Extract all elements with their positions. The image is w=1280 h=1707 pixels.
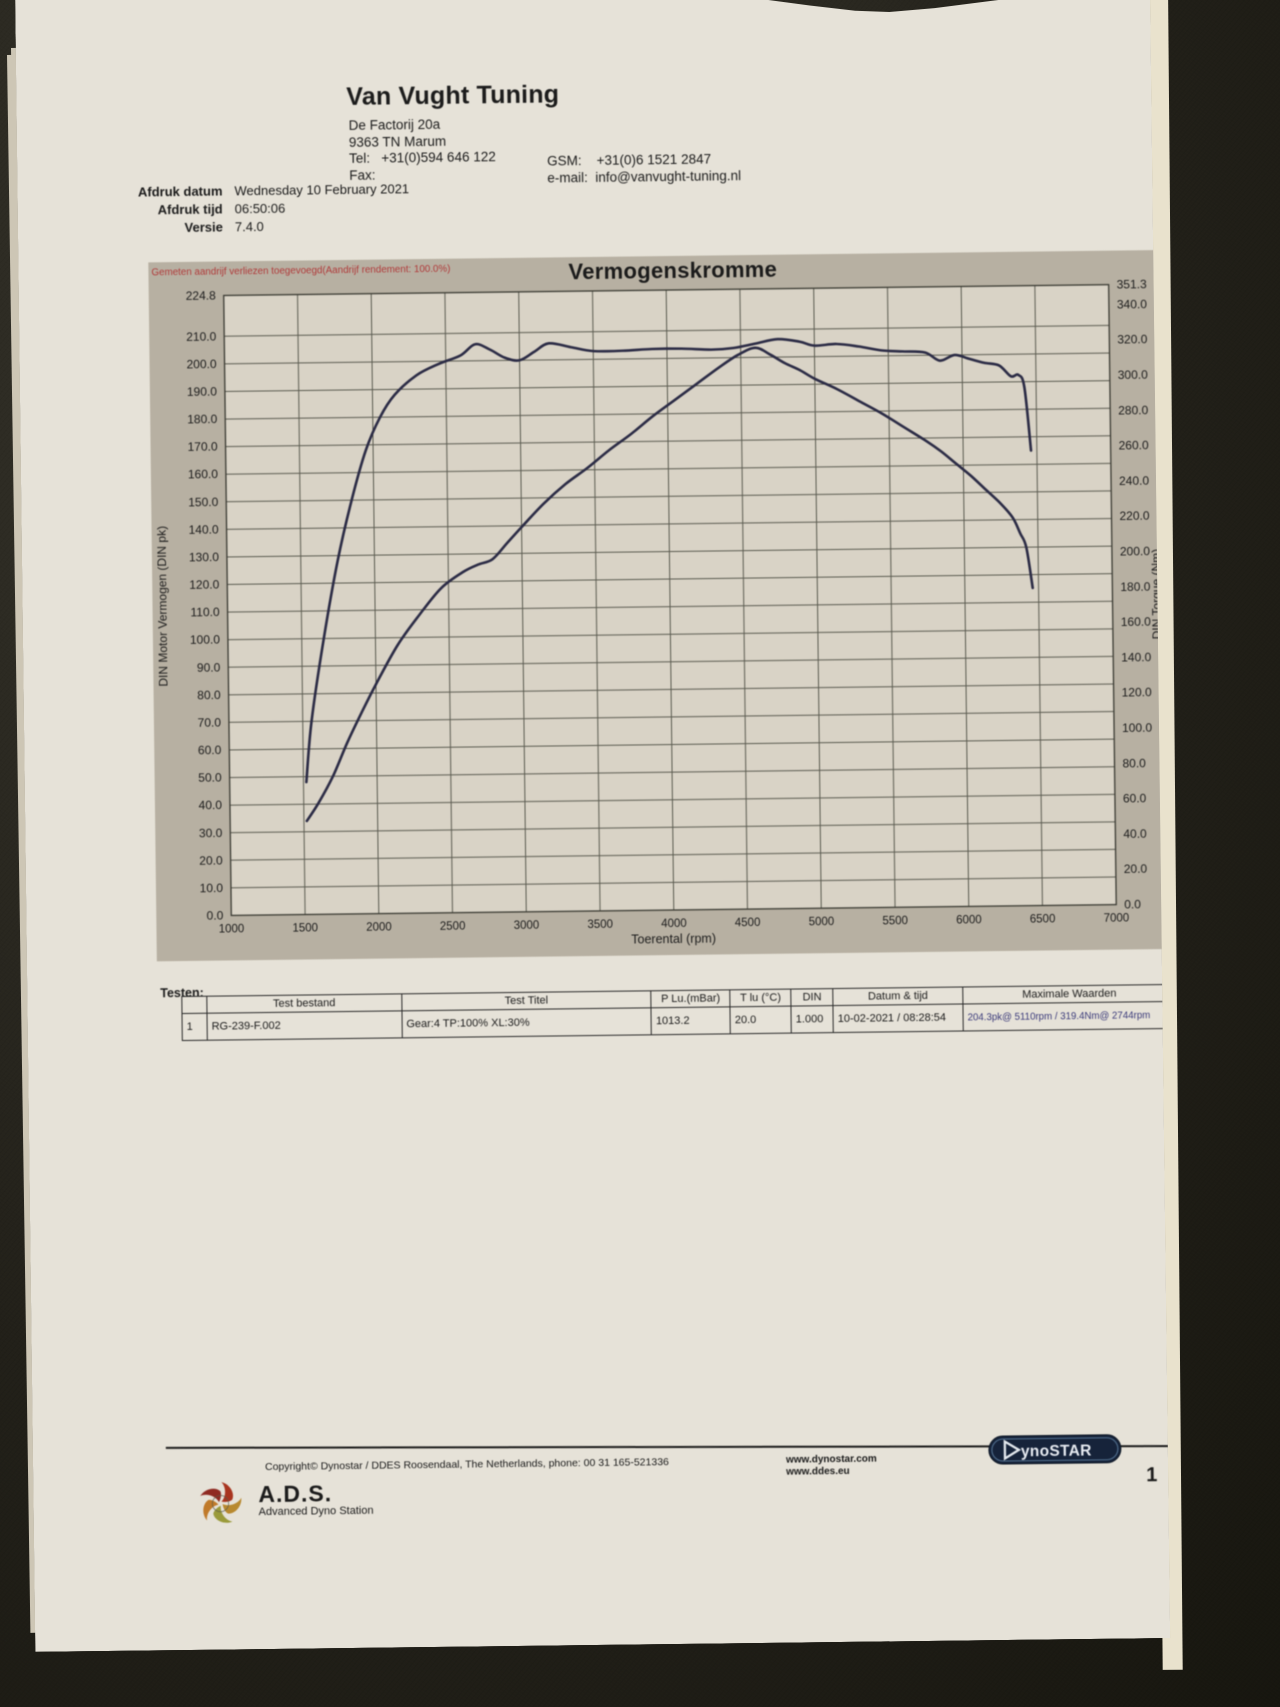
svg-text:20.0: 20.0: [1124, 862, 1148, 876]
svg-text:110.0: 110.0: [190, 605, 220, 619]
svg-text:170.0: 170.0: [187, 440, 218, 454]
svg-text:DIN Motor Vermogen (DIN pk): DIN Motor Vermogen (DIN pk): [155, 526, 171, 687]
svg-text:160.0: 160.0: [188, 467, 219, 481]
svg-text:2500: 2500: [440, 921, 466, 933]
svg-text:160.0: 160.0: [1121, 615, 1152, 629]
svg-text:140.0: 140.0: [188, 522, 219, 536]
svg-text:10.0: 10.0: [200, 881, 224, 895]
svg-text:5000: 5000: [809, 916, 835, 928]
svg-text:7000: 7000: [1104, 912, 1130, 924]
svg-text:100.0: 100.0: [1122, 721, 1153, 735]
svg-text:70.0: 70.0: [197, 715, 221, 729]
svg-text:120.0: 120.0: [189, 578, 220, 592]
svg-text:3000: 3000: [514, 920, 540, 932]
svg-text:Toerental (rpm): Toerental (rpm): [631, 932, 716, 947]
svg-text:180.0: 180.0: [1120, 579, 1151, 593]
svg-text:210.0: 210.0: [186, 329, 217, 343]
svg-text:0.0: 0.0: [1124, 897, 1141, 911]
svg-text:6500: 6500: [1030, 913, 1056, 925]
svg-text:320.0: 320.0: [1117, 332, 1148, 346]
svg-text:130.0: 130.0: [189, 550, 220, 564]
svg-text:224.8: 224.8: [186, 289, 217, 303]
svg-text:80.0: 80.0: [1122, 756, 1146, 770]
svg-text:50.0: 50.0: [198, 771, 222, 785]
svg-text:80.0: 80.0: [197, 688, 221, 702]
svg-text:260.0: 260.0: [1119, 438, 1150, 452]
svg-text:150.0: 150.0: [188, 495, 219, 509]
svg-text:1500: 1500: [292, 922, 318, 934]
svg-text:240.0: 240.0: [1119, 474, 1150, 488]
svg-text:280.0: 280.0: [1118, 403, 1149, 417]
svg-text:60.0: 60.0: [1123, 791, 1147, 805]
svg-text:5500: 5500: [882, 915, 908, 927]
svg-text:340.0: 340.0: [1117, 297, 1148, 311]
svg-text:220.0: 220.0: [1119, 509, 1150, 523]
svg-text:4000: 4000: [661, 918, 687, 930]
svg-text:60.0: 60.0: [198, 743, 222, 757]
svg-text:0.0: 0.0: [207, 909, 224, 923]
svg-text:300.0: 300.0: [1118, 368, 1149, 382]
svg-text:2000: 2000: [366, 921, 392, 933]
svg-text:351.3: 351.3: [1117, 277, 1148, 291]
svg-text:3500: 3500: [587, 919, 613, 931]
svg-text:140.0: 140.0: [1121, 650, 1152, 664]
svg-text:200.0: 200.0: [1120, 544, 1151, 558]
svg-text:ynoSTAR: ynoSTAR: [1021, 1442, 1092, 1460]
svg-text:40.0: 40.0: [1123, 827, 1147, 841]
svg-text:1000: 1000: [219, 923, 245, 935]
svg-text:30.0: 30.0: [199, 826, 223, 840]
svg-text:4500: 4500: [735, 917, 761, 929]
svg-text:6000: 6000: [956, 914, 982, 926]
svg-text:40.0: 40.0: [199, 798, 223, 812]
svg-text:120.0: 120.0: [1122, 685, 1153, 699]
svg-text:180.0: 180.0: [187, 412, 218, 426]
svg-text:90.0: 90.0: [197, 660, 221, 674]
svg-text:100.0: 100.0: [190, 633, 221, 647]
svg-text:200.0: 200.0: [186, 357, 217, 371]
svg-text:20.0: 20.0: [199, 853, 223, 867]
svg-text:190.0: 190.0: [187, 385, 218, 399]
